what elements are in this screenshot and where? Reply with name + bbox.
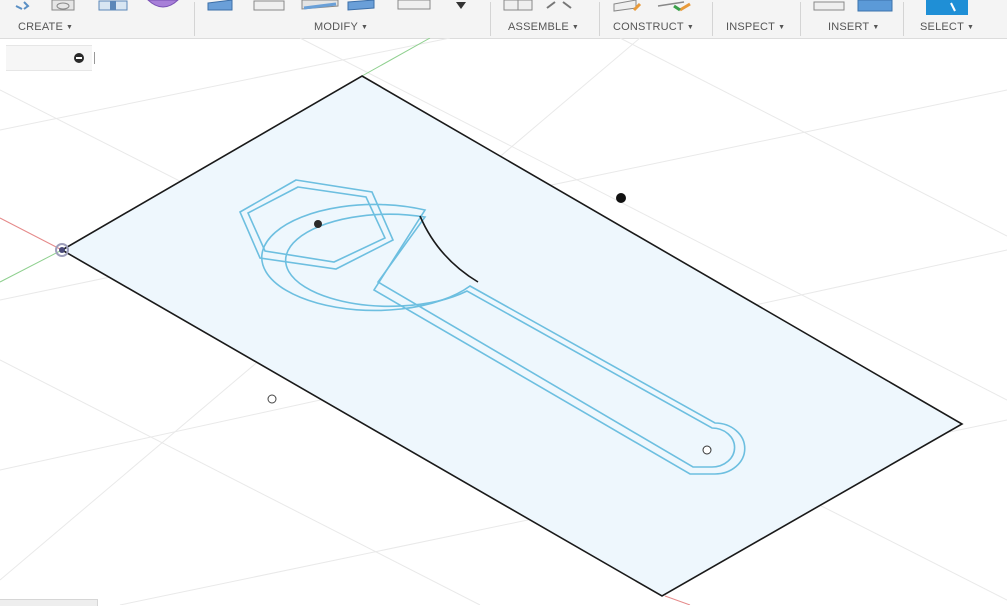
minimize-icon[interactable] — [74, 53, 84, 63]
hexagon-inner[interactable] — [246, 186, 387, 263]
bottom-panel-tab[interactable] — [0, 599, 98, 606]
insert-mesh-icon[interactable] — [812, 0, 846, 13]
joint-icon[interactable] — [543, 0, 579, 13]
browser-panel — [6, 45, 95, 71]
x-axis-line — [0, 217, 63, 251]
construct-menu[interactable]: CONSTRUCT ▼ — [613, 19, 694, 35]
sketch-plane[interactable] — [60, 75, 964, 597]
offset-plane-icon[interactable] — [612, 0, 642, 13]
wrench-outer-profile[interactable] — [260, 203, 746, 475]
press-pull-icon[interactable] — [206, 0, 234, 13]
shell-icon[interactable] — [300, 0, 340, 13]
select-menu-label: SELECT — [920, 21, 964, 33]
chevron-down-icon: ▼ — [66, 23, 74, 31]
chevron-down-icon: ▼ — [872, 23, 880, 31]
wrench-inner-profile[interactable] — [284, 213, 736, 468]
canvas-viewport[interactable] — [0, 38, 1007, 605]
construct-axis-icon[interactable] — [654, 0, 694, 13]
handle-end-point[interactable] — [702, 445, 712, 455]
extrude-form-icon[interactable] — [146, 0, 180, 13]
x-axis-line — [664, 595, 691, 605]
inspect-menu-label: INSPECT — [726, 21, 776, 33]
panel-resize-handle[interactable] — [94, 52, 95, 64]
chevron-down-icon: ▼ — [571, 23, 580, 31]
move-icon[interactable] — [396, 0, 432, 13]
y-axis-line — [361, 38, 431, 77]
create-menu-label: CREATE — [18, 21, 64, 33]
chevron-down-icon: ▼ — [778, 23, 786, 31]
fillet-icon[interactable] — [252, 0, 286, 13]
y-axis-line — [0, 249, 63, 283]
toolbar: CREATE ▼ MODIFY ▼ ASSEMBLE ▼ CONSTRUCT ▼… — [0, 0, 1007, 39]
construct-menu-label: CONSTRUCT — [613, 21, 684, 33]
hex-center-point[interactable] — [314, 220, 322, 228]
sketch-tool-icon[interactable] — [14, 0, 34, 13]
insert-menu[interactable]: INSERT ▼ — [828, 19, 879, 35]
toolbar-separator — [800, 2, 801, 36]
assemble-menu-label: ASSEMBLE — [508, 21, 569, 33]
insert-canvas-icon[interactable] — [857, 0, 893, 13]
hexagon-outer[interactable] — [238, 179, 395, 270]
inspect-menu[interactable]: INSPECT ▼ — [726, 19, 785, 35]
create-form-icon[interactable] — [50, 0, 76, 13]
insert-menu-label: INSERT — [828, 21, 870, 33]
chevron-down-icon: ▼ — [686, 23, 694, 31]
selected-arc-edge[interactable] — [419, 215, 479, 283]
select-tool-icon[interactable] — [925, 0, 969, 15]
modify-menu[interactable]: MODIFY ▼ — [314, 19, 368, 35]
toolbar-separator — [712, 2, 713, 36]
toolbar-separator — [194, 2, 195, 36]
sketch-point-hollow[interactable] — [267, 394, 277, 404]
origin-point[interactable] — [55, 243, 69, 257]
chevron-down-icon: ▼ — [967, 23, 975, 31]
box-tool-icon[interactable] — [98, 0, 128, 13]
sketch-point-filled[interactable] — [616, 193, 626, 203]
chevron-down-icon: ▼ — [360, 23, 369, 31]
create-menu[interactable]: CREATE ▼ — [18, 19, 73, 35]
select-menu[interactable]: SELECT ▼ — [920, 19, 974, 35]
dropdown-icon[interactable] — [455, 0, 467, 13]
combine-icon[interactable] — [346, 0, 376, 13]
toolbar-separator — [490, 2, 491, 36]
toolbar-separator — [903, 2, 904, 36]
assemble-menu[interactable]: ASSEMBLE ▼ — [508, 19, 579, 35]
modify-menu-label: MODIFY — [314, 21, 358, 33]
toolbar-separator — [599, 2, 600, 36]
new-component-icon[interactable] — [502, 0, 534, 13]
